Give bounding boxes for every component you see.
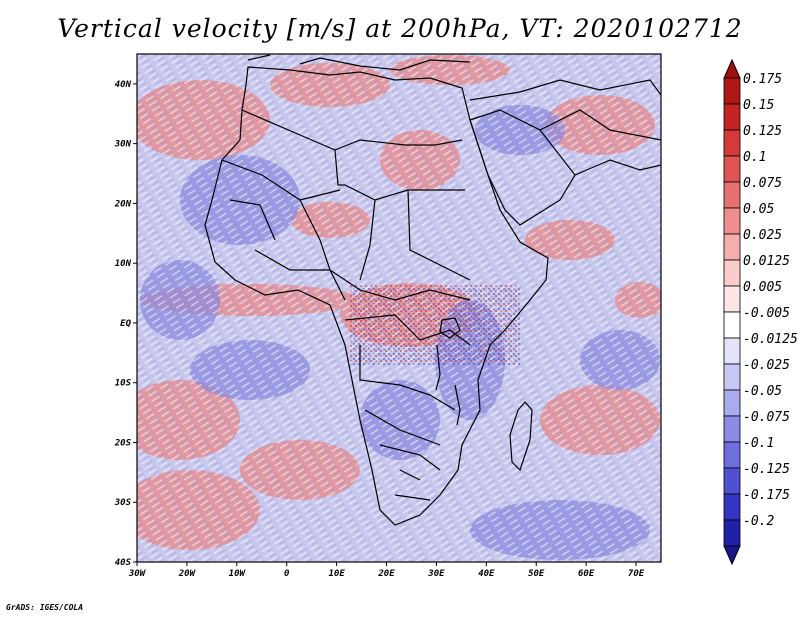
colorbar-swatch bbox=[723, 415, 741, 443]
y-tick-label: 10N bbox=[115, 259, 132, 269]
europe-coast bbox=[247, 54, 471, 71]
x-tick-label: 0 bbox=[284, 569, 290, 579]
map-title: Vertical velocity [m/s] at 200hPa, VT: 2… bbox=[57, 14, 743, 43]
colorbar-label: 0.175 bbox=[743, 72, 782, 87]
y-tick-label: EQ bbox=[120, 319, 131, 329]
colorbar-swatch bbox=[723, 155, 741, 183]
middle-east-borders bbox=[469, 79, 661, 176]
colorbar-swatch bbox=[723, 519, 741, 547]
lake-victoria bbox=[439, 317, 461, 339]
colorbar-label: -0.1 bbox=[743, 436, 774, 451]
colorbar-label: 0.05 bbox=[743, 202, 774, 217]
lake-malawi bbox=[454, 384, 461, 426]
country-borders bbox=[204, 54, 661, 526]
colorbar-swatch bbox=[723, 467, 741, 495]
x-tick-label: 30W bbox=[128, 569, 147, 579]
colorbar-swatch bbox=[723, 311, 741, 339]
colorbar-label: 0.005 bbox=[743, 280, 782, 295]
colorbar-label: 0.125 bbox=[743, 124, 782, 139]
colorbar-label: -0.005 bbox=[743, 306, 790, 321]
x-tick-label: 70E bbox=[628, 569, 645, 579]
colorbar-swatch bbox=[723, 181, 741, 209]
field-texture bbox=[137, 54, 661, 562]
colorbar-label: 0.075 bbox=[743, 176, 782, 191]
colorbar-swatch bbox=[723, 441, 741, 469]
axis-ticks: 30W 20W 10W 0 10E 20E 30E 40E 50E 60E 70E 40N 30N 20N… bbox=[114, 80, 645, 579]
x-tick-label: 20E bbox=[377, 569, 395, 579]
x-tick-label: 10W bbox=[229, 569, 247, 579]
colorbar-label: 0.15 bbox=[743, 98, 774, 113]
arabian-peninsula bbox=[469, 109, 576, 226]
colorbar-label: -0.075 bbox=[743, 410, 790, 425]
colorbar-bottom-arrow bbox=[723, 545, 741, 566]
colorbar-swatch bbox=[723, 207, 741, 235]
colorbar-label: -0.05 bbox=[743, 384, 782, 399]
y-tick-label: 40S bbox=[115, 558, 132, 568]
grads-credit: GrADS: IGES/COLA bbox=[6, 603, 84, 612]
colorbar-label: -0.2 bbox=[743, 514, 774, 529]
y-tick-label: 10S bbox=[115, 379, 132, 389]
y-tick-label: 30N bbox=[114, 140, 132, 150]
x-tick-label: 40E bbox=[478, 569, 495, 579]
colorbar-swatch bbox=[723, 77, 741, 105]
colorbar-label: -0.125 bbox=[743, 462, 790, 477]
africa-coastline bbox=[204, 66, 549, 526]
y-tick-label: 20N bbox=[114, 199, 132, 209]
x-tick-label: 50E bbox=[528, 569, 545, 579]
velocity-field bbox=[137, 54, 661, 562]
interior-borders bbox=[221, 109, 471, 501]
colorbar-label: -0.025 bbox=[743, 358, 790, 373]
x-tick-label: 20W bbox=[178, 569, 197, 579]
colorbar-label: -0.175 bbox=[743, 488, 790, 503]
colorbar-swatch bbox=[723, 389, 741, 417]
colorbar-swatch bbox=[723, 103, 741, 131]
colorbar-label: 0.0125 bbox=[743, 254, 790, 269]
colorbar-label: -0.0125 bbox=[743, 332, 798, 347]
madagascar bbox=[509, 401, 533, 472]
colorbar-swatch bbox=[723, 259, 741, 287]
colorbar-swatch bbox=[723, 129, 741, 157]
colorbar-swatch bbox=[723, 363, 741, 391]
x-tick-label: 30E bbox=[427, 569, 445, 579]
colorbar-swatch bbox=[723, 233, 741, 261]
x-tick-label: 10E bbox=[328, 569, 345, 579]
colorbar-label: 0.025 bbox=[743, 228, 782, 243]
y-tick-label: 40N bbox=[115, 80, 132, 90]
lake-tanganyika bbox=[435, 344, 441, 391]
colorbar-swatch bbox=[723, 337, 741, 365]
colorbar-swatch bbox=[723, 285, 741, 313]
colorbar: 0.175 0.15 0.125 0.1 0.075 0.05 0.025 0.0125 0.0… bbox=[723, 58, 798, 566]
colorbar-label: 0.1 bbox=[743, 150, 766, 165]
colorbar-swatch bbox=[723, 493, 741, 521]
y-tick-label: 20S bbox=[114, 438, 132, 448]
colorbar-top-arrow bbox=[723, 58, 741, 79]
x-tick-label: 60E bbox=[578, 569, 595, 579]
y-tick-label: 30S bbox=[114, 498, 132, 508]
plot-frame bbox=[136, 53, 662, 563]
